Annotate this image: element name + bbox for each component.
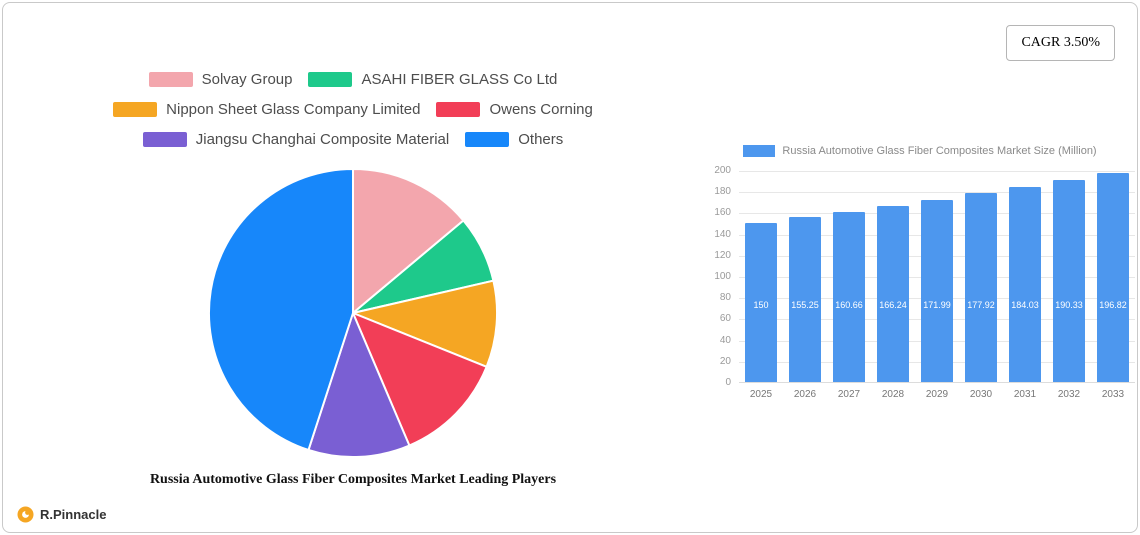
pie-legend-item-5[interactable]: Others bbox=[465, 131, 563, 148]
bar-value-label: 190.33 bbox=[1055, 300, 1083, 310]
x-axis-tick-label: 2031 bbox=[1013, 389, 1037, 400]
bar-legend-item[interactable]: Russia Automotive Glass Fiber Composites… bbox=[701, 145, 1137, 157]
y-axis-tick-label: 200 bbox=[714, 165, 731, 176]
y-axis-tick-label: 80 bbox=[719, 292, 731, 304]
pie-legend-item-0[interactable]: Solvay Group bbox=[148, 71, 293, 88]
x-axis-labels: 2025 2026 2027 2028 2029 2030 2031 2032 2033 bbox=[739, 389, 1135, 400]
x-axis-tick-label: 2032 bbox=[1057, 389, 1081, 400]
bar-2027: 160.66 bbox=[832, 211, 866, 382]
bar-legend-swatch bbox=[743, 145, 776, 157]
y-axis-tick-label: 20 bbox=[719, 355, 731, 367]
legend-label: Nippon Sheet Glass Company Limited bbox=[166, 101, 421, 118]
gridline bbox=[739, 192, 1135, 194]
x-axis-tick-label: 2025 bbox=[749, 389, 773, 400]
bar-2031: 184.03 bbox=[1008, 186, 1042, 382]
x-axis-tick-label: 2033 bbox=[1101, 389, 1125, 400]
bar-value-label: 155.25 bbox=[791, 300, 819, 310]
y-axis-tick-label: 120 bbox=[714, 249, 731, 261]
bar-column-2031: 184.03 bbox=[1003, 171, 1047, 382]
legend-label: Owens Corning bbox=[489, 101, 593, 118]
gridline bbox=[739, 171, 1135, 172]
bar-plot-area: 150 155.25 160.66 166.24 171.99 177.92 184.03 1… bbox=[739, 171, 1135, 383]
pie-legend: Solvay Group ASAHI FIBER GLASS Co Ltd Nipp… bbox=[83, 71, 623, 148]
pinnacle-logo-icon bbox=[17, 506, 34, 523]
pie-chart-panel: Solvay Group ASAHI FIBER GLASS Co Ltd Nipp… bbox=[31, 71, 675, 488]
legend-label: Solvay Group bbox=[201, 71, 293, 88]
bar-column-2028: 166.24 bbox=[871, 171, 915, 382]
legend-swatch-icon bbox=[142, 132, 187, 147]
pie-legend-item-4[interactable]: Jiangsu Changhai Composite Material bbox=[142, 131, 450, 148]
bar-value-label: 184.03 bbox=[1011, 300, 1039, 310]
bar-value-label: 150 bbox=[753, 300, 769, 310]
x-axis-tick-label: 2029 bbox=[925, 389, 949, 400]
pie-slice-2 bbox=[349, 279, 498, 369]
legend-label: ASAHI FIBER GLASS Co Ltd bbox=[361, 71, 558, 88]
pie-slice-0 bbox=[352, 167, 465, 316]
bar-2028: 166.24 bbox=[876, 205, 910, 382]
legend-swatch-icon bbox=[148, 72, 193, 87]
bar-column-2030: 177.92 bbox=[959, 171, 1003, 382]
x-axis-tick-label: 2030 bbox=[969, 389, 993, 400]
pie-legend-item-2[interactable]: Nippon Sheet Glass Company Limited bbox=[113, 101, 420, 118]
bar-column-2032: 190.33 bbox=[1047, 171, 1091, 382]
bar-value-label: 166.24 bbox=[879, 300, 907, 310]
x-axis-tick-label: 2026 bbox=[793, 389, 817, 400]
pie-chart-title: Russia Automotive Glass Fiber Composites… bbox=[149, 472, 557, 487]
pie-slice-3 bbox=[351, 311, 488, 447]
legend-swatch-icon bbox=[436, 102, 481, 117]
bar-chart-panel: Russia Automotive Glass Fiber Composites… bbox=[701, 145, 1137, 407]
bar-2032: 190.33 bbox=[1052, 180, 1086, 382]
bars-container: 150 155.25 160.66 166.24 171.99 177.92 184.03 1… bbox=[739, 171, 1135, 382]
x-axis-tick-label: 2028 bbox=[881, 389, 905, 400]
y-axis-tick-label: 40 bbox=[719, 334, 731, 346]
pie-slice-4 bbox=[307, 310, 411, 459]
bar-column-2027: 160.66 bbox=[827, 171, 871, 382]
bar-legend-label: Russia Automotive Glass Fiber Composites… bbox=[782, 145, 1097, 157]
bar-2033: 196.82 bbox=[1096, 173, 1130, 382]
pie-chart bbox=[207, 167, 498, 459]
pie-slice-5 bbox=[207, 167, 354, 452]
x-axis-tick-label: 2027 bbox=[837, 389, 861, 400]
bar-column-2026: 155.25 bbox=[783, 171, 827, 382]
bar-column-2033: 196.82 bbox=[1091, 171, 1135, 382]
y-axis-tick-label: 100 bbox=[714, 271, 731, 282]
cagr-badge: CAGR 3.50% bbox=[1006, 25, 1115, 61]
legend-swatch-icon bbox=[113, 102, 158, 117]
bar-2029: 171.99 bbox=[920, 199, 954, 382]
bar-2026: 155.25 bbox=[788, 217, 822, 382]
y-axis-tick-label: 0 bbox=[725, 377, 731, 388]
pie-legend-item-1[interactable]: ASAHI FIBER GLASS Co Ltd bbox=[308, 71, 557, 88]
legend-swatch-icon bbox=[465, 132, 510, 147]
bar-value-label: 177.92 bbox=[967, 300, 995, 310]
y-axis-tick-label: 140 bbox=[714, 228, 731, 240]
bar-chart: 150 155.25 160.66 166.24 171.99 177.92 184.03 1… bbox=[701, 165, 1137, 407]
legend-swatch-icon bbox=[308, 72, 353, 87]
bar-value-label: 160.66 bbox=[835, 300, 863, 310]
legend-label: Others bbox=[518, 131, 564, 148]
brand-name: R.Pinnacle bbox=[40, 507, 107, 522]
legend-label: Jiangsu Changhai Composite Material bbox=[195, 131, 450, 148]
y-axis-tick-label: 160 bbox=[714, 207, 731, 219]
bar-column-2029: 171.99 bbox=[915, 171, 959, 382]
bar-value-label: 196.82 bbox=[1099, 300, 1127, 310]
y-axis-tick-label: 180 bbox=[714, 186, 731, 198]
pie-legend-item-3[interactable]: Owens Corning bbox=[436, 101, 593, 118]
y-axis-tick-label: 60 bbox=[719, 313, 731, 325]
bar-value-label: 171.99 bbox=[923, 300, 951, 310]
bar-2025: 150 bbox=[744, 223, 778, 382]
bar-column-2025: 150 bbox=[739, 171, 783, 382]
bar-2030: 177.92 bbox=[964, 193, 998, 382]
brand-logo: R.Pinnacle bbox=[17, 506, 106, 523]
